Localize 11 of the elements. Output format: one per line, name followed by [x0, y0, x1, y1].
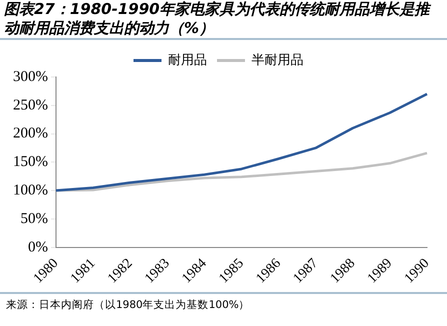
- y-tick-label: 200%: [12, 126, 48, 142]
- legend-label: 耐用品: [168, 52, 207, 68]
- y-tick-label: 250%: [12, 97, 48, 114]
- y-tick-label: 100%: [12, 182, 48, 198]
- y-tick-label: 0%: [28, 239, 48, 256]
- y-tick-label: 300%: [12, 68, 48, 85]
- y-tick-label: 50%: [20, 210, 48, 227]
- chart-title: 图表27：1980-1990年家电家具为代表的传统耐用品增长是推动耐用品消费支出的动力（%）: [0, 0, 447, 40]
- source-note: 来源：日本内阁府（以1980年支出为基数100%）: [0, 292, 447, 316]
- y-tick-label: 150%: [12, 154, 48, 170]
- legend-label: 半耐用品: [252, 52, 304, 68]
